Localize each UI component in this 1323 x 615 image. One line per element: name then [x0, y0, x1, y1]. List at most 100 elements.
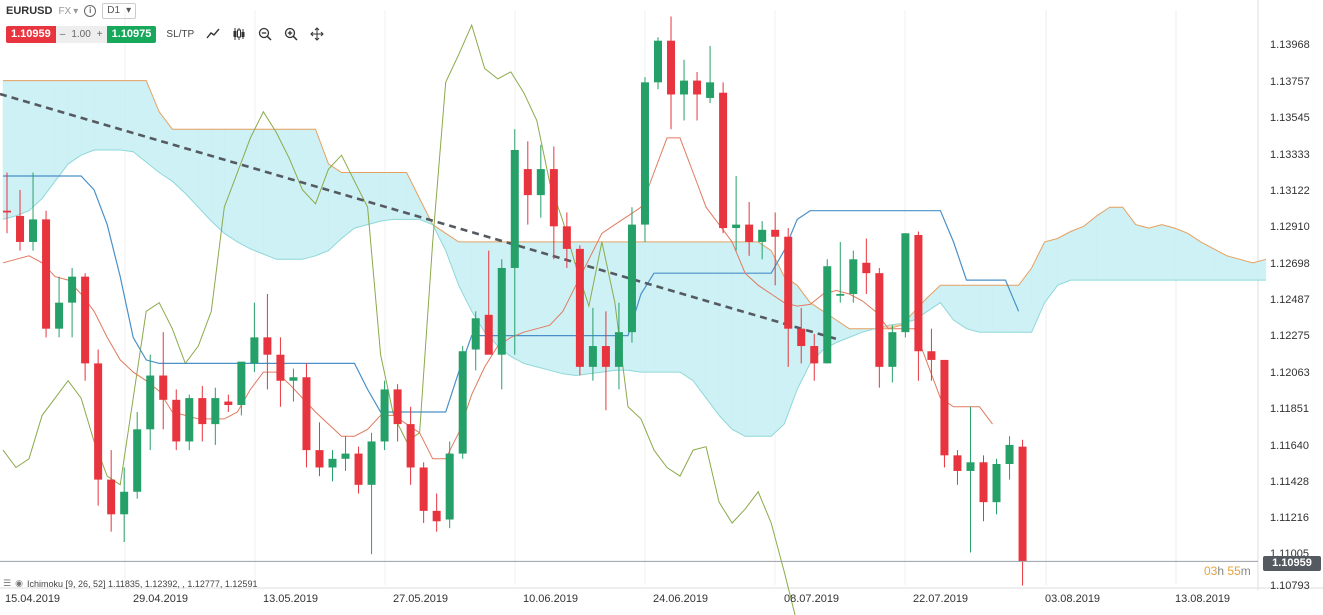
zoom-out-icon[interactable] — [258, 27, 272, 41]
quantity-value[interactable]: 1.00 — [71, 28, 91, 40]
candle-body — [458, 351, 467, 454]
candle-body — [940, 359, 949, 456]
cloud-segment — [289, 128, 303, 260]
date-tick: 08.07.2019 — [784, 593, 840, 605]
plus-icon[interactable]: + — [96, 28, 103, 40]
candle-body — [627, 224, 636, 333]
candle-body — [341, 453, 350, 459]
candle-body — [497, 267, 506, 355]
cloud-segment — [536, 241, 551, 371]
cloud-segment — [979, 285, 993, 333]
countdown-h: h — [1217, 564, 1225, 578]
move-icon[interactable] — [310, 27, 324, 41]
candle-body — [367, 441, 376, 485]
indicator-legend[interactable]: ☰ ◉ Ichimoku [9, 26, 52] 1.11835, 1.1239… — [3, 578, 257, 589]
price-tick: 1.13545 — [1270, 112, 1310, 124]
candle-body — [693, 80, 702, 95]
cloud-segment — [106, 80, 121, 151]
candle-body — [354, 453, 363, 485]
candle-body — [172, 399, 181, 442]
price-tick: 1.13968 — [1270, 39, 1310, 51]
eye-icon[interactable]: ◉ — [15, 578, 23, 588]
minus-icon[interactable]: – — [59, 28, 66, 40]
date-tick: 13.08.2019 — [1175, 593, 1231, 605]
cloud-segment — [263, 128, 277, 260]
cloud-segment — [666, 241, 681, 373]
candle-body — [888, 332, 897, 367]
candle-body — [42, 219, 51, 329]
cloud-segment — [302, 128, 316, 260]
candle-body — [406, 424, 415, 468]
buy-button[interactable]: 1.10975 — [106, 25, 157, 43]
cloud-segment — [367, 172, 381, 225]
cloud-segment — [1096, 206, 1110, 281]
trendline-path — [0, 92, 841, 342]
sell-button[interactable]: 1.10959 — [6, 25, 56, 43]
cloud-segment — [940, 285, 954, 321]
menu-icon[interactable]: ☰ — [3, 578, 12, 588]
date-tick: 22.07.2019 — [913, 593, 969, 605]
candle-body — [745, 224, 754, 242]
info-icon[interactable]: i — [84, 5, 97, 17]
candle-body — [680, 80, 689, 95]
candle-body — [667, 40, 676, 95]
candle-body — [575, 248, 584, 367]
candle-body — [315, 450, 324, 468]
cloud-segment — [1135, 224, 1150, 281]
cloud-segment — [1161, 224, 1176, 281]
cloud-segment — [770, 250, 785, 437]
cloud-segment — [1213, 248, 1228, 281]
cloud-segment — [1005, 285, 1019, 333]
candle-body — [55, 302, 64, 329]
candle-body — [588, 346, 597, 367]
trendline[interactable] — [0, 92, 841, 342]
candle-body — [549, 169, 558, 227]
candle-body — [640, 82, 649, 225]
candle-body — [68, 276, 77, 303]
candle-body — [614, 332, 623, 367]
cloud-segment — [744, 241, 759, 437]
cloud-segment — [640, 241, 655, 373]
candle-body — [263, 337, 272, 355]
candle-body — [380, 389, 389, 442]
countdown-hours: 03 — [1204, 564, 1218, 578]
candle-body — [276, 354, 285, 381]
candle-body — [1018, 446, 1027, 562]
ichimoku-cloud — [2, 80, 1267, 437]
cloud-segment — [523, 241, 538, 368]
date-tick: 15.04.2019 — [5, 593, 61, 605]
quantity-stepper[interactable]: – 1.00 + — [55, 25, 107, 43]
indicator-legend-text: Ichimoku [9, 26, 52] 1.11835, 1.12392, ,… — [26, 578, 258, 589]
line-chart-icon[interactable] — [206, 27, 220, 41]
market-selector[interactable]: FX ▾ — [58, 6, 78, 17]
cloud-segment — [1057, 231, 1071, 286]
kijun-sen — [3, 175, 1020, 413]
cloud-segment — [1148, 224, 1163, 281]
timeframe-select[interactable]: D1 ▾ — [102, 3, 137, 19]
price-tick: 1.11640 — [1270, 440, 1309, 452]
date-tick: 10.06.2019 — [523, 593, 579, 605]
candle-body — [706, 82, 715, 98]
symbol-label[interactable]: EURUSD — [6, 5, 53, 17]
cloud-segment — [250, 128, 264, 255]
price-tick: 1.11428 — [1270, 476, 1309, 488]
cloud-segment — [237, 128, 251, 250]
candle-body — [914, 235, 923, 352]
sltp-button[interactable]: SL/TP — [166, 28, 195, 40]
candle-countdown: 03h 55m — [1204, 564, 1251, 578]
candle-body — [159, 375, 168, 400]
candle-body — [966, 462, 975, 471]
candle-body — [927, 351, 936, 360]
candle-body — [810, 346, 819, 364]
zoom-in-icon[interactable] — [284, 27, 298, 41]
cloud-segment — [1070, 225, 1084, 281]
candle-body — [3, 210, 11, 213]
cloud-segment — [67, 80, 82, 165]
cloud-segment — [328, 163, 342, 252]
candle-body — [862, 262, 871, 274]
candlestick-icon[interactable] — [232, 27, 246, 41]
candle-body — [393, 389, 402, 425]
candle-body — [250, 337, 259, 364]
cloud-segment — [692, 241, 707, 399]
